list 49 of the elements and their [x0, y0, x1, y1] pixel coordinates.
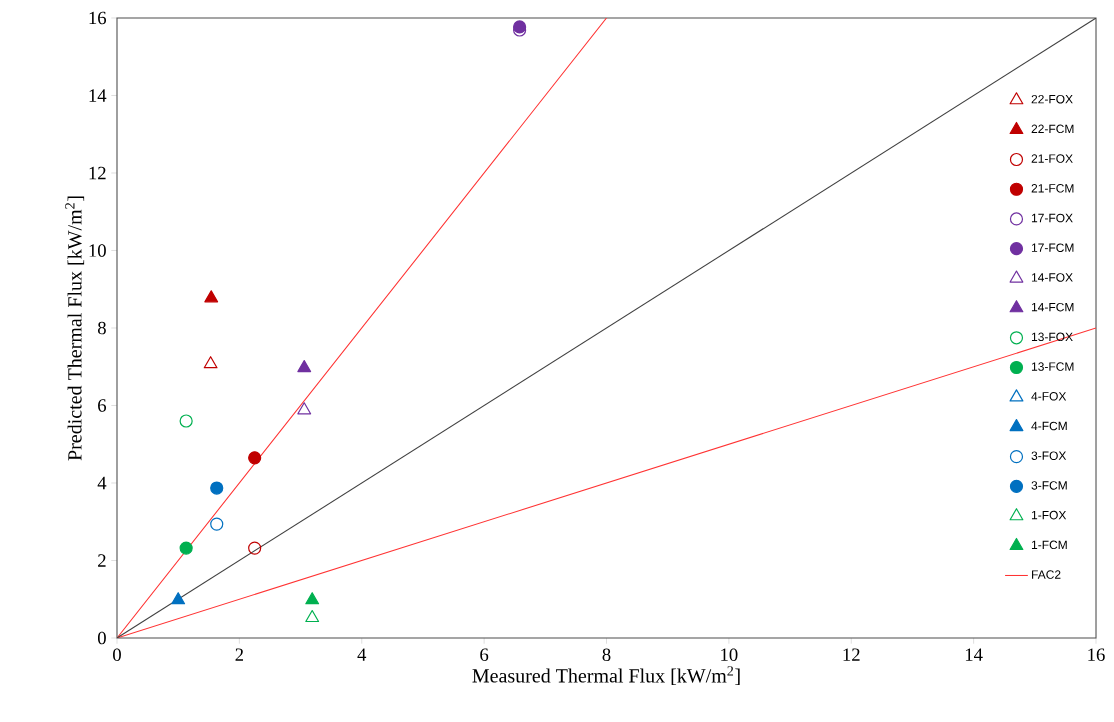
- point: [305, 609, 320, 623]
- x-tick-label: 10: [721, 648, 738, 661]
- y-tick-label: 10: [89, 244, 106, 257]
- x-tick-label: 14: [965, 648, 983, 661]
- legend-label: 1-FOX: [1031, 510, 1067, 520]
- point: [210, 481, 224, 495]
- x-tick-label: 2: [235, 648, 244, 661]
- x-axis-title: Measured Thermal Flux [kW/m$^{2}$]: [472, 666, 740, 686]
- point: [297, 402, 312, 415]
- x-tick-label: 16: [1088, 648, 1105, 661]
- point: [171, 592, 186, 605]
- point: [203, 356, 218, 369]
- legend-label: 14-FCM: [1031, 302, 1074, 312]
- x-tick-label: 4: [357, 648, 367, 661]
- legend-label: 4-FOX: [1031, 392, 1067, 401]
- point: [248, 541, 262, 555]
- y-tick-label: 4: [97, 476, 107, 490]
- x-tick-label: 12: [843, 648, 860, 661]
- point: [179, 541, 193, 555]
- point: [305, 592, 320, 605]
- legend-label: 3-FCM: [1031, 481, 1067, 490]
- point: [248, 451, 262, 465]
- y-tick-label: 16: [89, 11, 107, 25]
- point: [179, 414, 193, 428]
- y-axis-title: Predicted Thermal Flux [kW/m$^{2}$]: [65, 196, 85, 461]
- y-tick-label: 12: [89, 166, 106, 180]
- point: [204, 290, 219, 303]
- point: [297, 359, 312, 373]
- y-tick-label: 0: [97, 631, 106, 645]
- legend-label: 3-FOX: [1031, 451, 1067, 460]
- legend-label: 17-FCM: [1031, 243, 1074, 252]
- y-tick-label: 8: [97, 321, 106, 335]
- y-tick-label: 14: [89, 89, 107, 102]
- y-tick-label: 2: [98, 554, 106, 567]
- x-tick-label: 8: [602, 648, 611, 661]
- legend-label: 22-FOX: [1031, 94, 1073, 104]
- x-tick-label: 0: [113, 648, 121, 661]
- legend-label: 13-FCM: [1031, 362, 1074, 371]
- legend-label: 4-FCM: [1031, 421, 1067, 431]
- legend-label: 17-FOX: [1031, 213, 1073, 223]
- legend-label: 21-FOX: [1031, 154, 1073, 163]
- legend-label: 14-FOX: [1031, 273, 1073, 282]
- legend-label: 1-FCM: [1031, 540, 1067, 550]
- legend-label: 22-FCM: [1031, 124, 1074, 134]
- x-tick-label: 6: [480, 648, 489, 661]
- point: [210, 517, 224, 531]
- legend-label: 21-FCM: [1031, 184, 1074, 193]
- legend-label: FAC2: [1032, 570, 1061, 579]
- y-tick-label: 6: [98, 399, 107, 412]
